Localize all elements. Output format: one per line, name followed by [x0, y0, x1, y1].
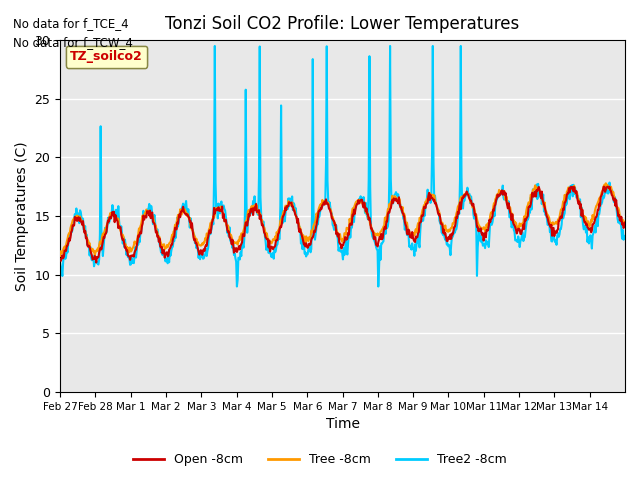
Tree -8cm [276, 225, 284, 230]
Line: Open -8cm: Open -8cm [60, 187, 625, 263]
Open -8cm [227, 238, 235, 243]
Open -8cm [276, 224, 284, 229]
Open -8cm [402, 222, 410, 228]
Tree -8cm [401, 213, 409, 219]
Tree2 -8cm [403, 226, 410, 231]
Tree2 -8cm [211, 43, 219, 49]
Legend:  [66, 46, 147, 68]
Open -8cm [124, 247, 131, 253]
Open -8cm [568, 184, 575, 190]
Open -8cm [56, 257, 64, 263]
Open -8cm [621, 220, 629, 226]
Legend: Open -8cm, Tree -8cm, Tree2 -8cm: Open -8cm, Tree -8cm, Tree2 -8cm [128, 448, 512, 471]
Tree2 -8cm [227, 239, 235, 245]
Line: Tree2 -8cm: Tree2 -8cm [60, 46, 625, 287]
Tree2 -8cm [621, 233, 629, 239]
Tree -8cm [123, 245, 131, 251]
Tree -8cm [602, 180, 610, 186]
Tree -8cm [255, 211, 262, 216]
Tree2 -8cm [56, 260, 64, 266]
Open -8cm [92, 260, 100, 265]
Tree2 -8cm [233, 284, 241, 289]
Open -8cm [433, 206, 441, 212]
Y-axis label: Soil Temperatures (C): Soil Temperatures (C) [15, 141, 29, 291]
Text: No data for f_TCW_4: No data for f_TCW_4 [13, 36, 132, 49]
Tree2 -8cm [123, 252, 131, 258]
Title: Tonzi Soil CO2 Profile: Lower Temperatures: Tonzi Soil CO2 Profile: Lower Temperatur… [166, 15, 520, 33]
Tree -8cm [621, 221, 629, 227]
Tree2 -8cm [277, 103, 285, 108]
Text: No data for f_TCE_4: No data for f_TCE_4 [13, 17, 129, 30]
X-axis label: Time: Time [326, 418, 360, 432]
Tree2 -8cm [256, 44, 264, 49]
Tree2 -8cm [434, 207, 442, 213]
Tree -8cm [56, 253, 64, 259]
Tree -8cm [227, 231, 234, 237]
Line: Tree -8cm: Tree -8cm [60, 183, 625, 256]
Tree -8cm [433, 203, 440, 208]
Open -8cm [255, 207, 263, 213]
